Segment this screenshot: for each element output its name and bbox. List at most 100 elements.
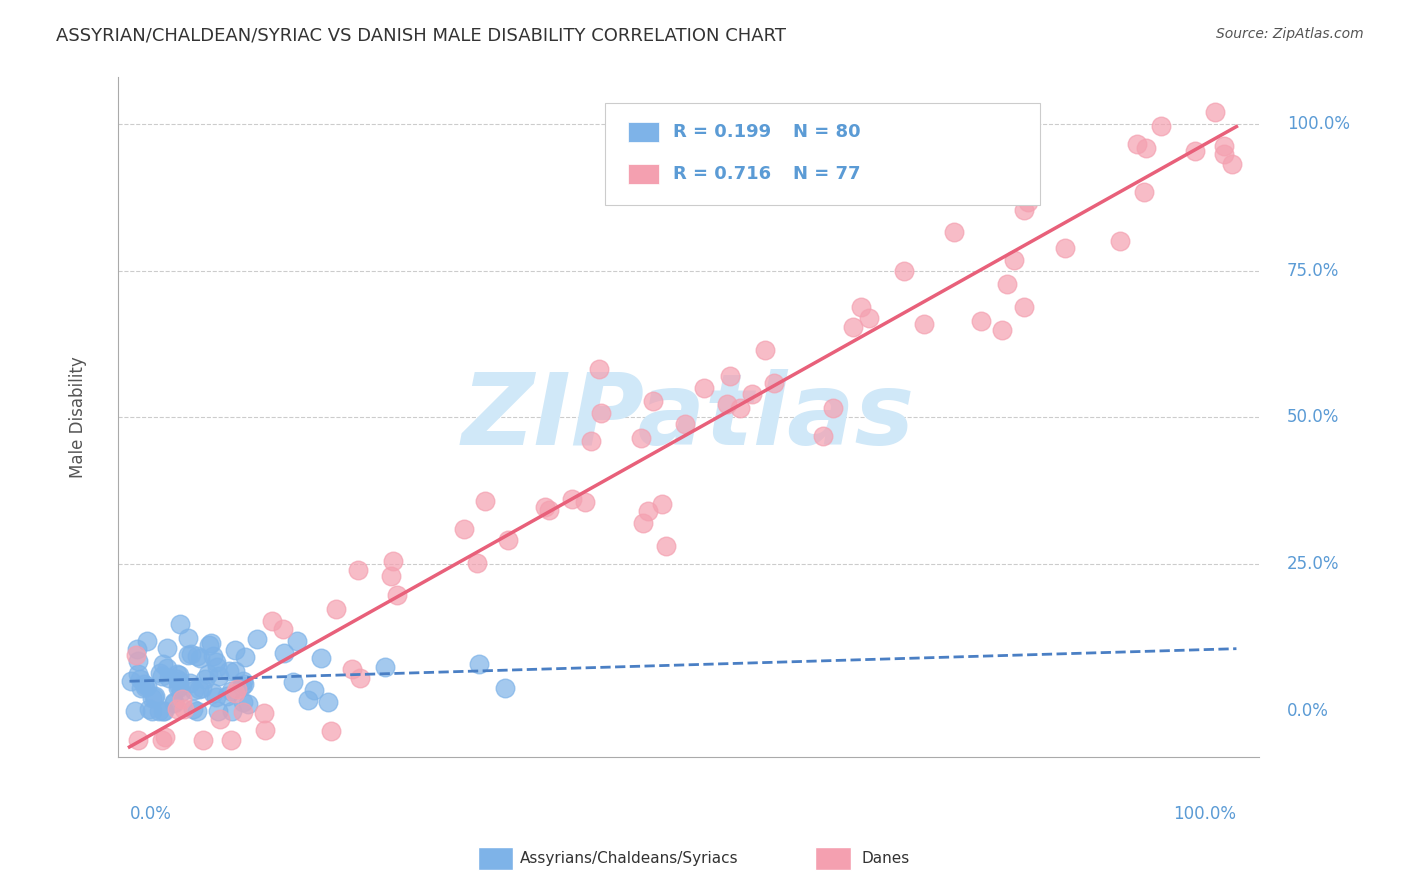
Point: [893, 264, 915, 278]
Point: [474, 493, 496, 508]
Point: [127, 641, 149, 656]
Point: [1150, 119, 1173, 133]
Point: [208, 712, 231, 726]
Point: [150, 669, 173, 683]
Point: [120, 674, 142, 689]
Point: [217, 690, 239, 704]
Point: [631, 516, 654, 530]
Point: [851, 300, 873, 314]
Point: [716, 397, 738, 411]
Point: [156, 661, 179, 675]
Point: [197, 666, 219, 681]
Point: [169, 685, 191, 699]
Point: [453, 522, 475, 536]
Point: [135, 679, 157, 693]
Text: Danes: Danes: [862, 852, 910, 866]
Point: [728, 401, 751, 416]
Point: [285, 634, 308, 648]
Point: [162, 695, 184, 709]
Point: [537, 503, 560, 517]
Point: [124, 704, 146, 718]
Text: N = 77: N = 77: [793, 165, 860, 183]
Point: [167, 674, 190, 689]
Point: [219, 684, 242, 698]
Point: [157, 671, 180, 685]
Point: [224, 643, 246, 657]
Point: [166, 667, 188, 681]
Point: [281, 675, 304, 690]
Point: [533, 500, 555, 514]
Point: [231, 679, 253, 693]
Text: ZIPatlas: ZIPatlas: [463, 369, 915, 466]
Point: [127, 667, 149, 681]
Point: [219, 732, 242, 747]
Point: [465, 556, 488, 570]
Point: [1220, 157, 1243, 171]
Text: 75.0%: 75.0%: [1286, 262, 1340, 280]
Point: [233, 650, 256, 665]
Point: [232, 674, 254, 689]
Text: R = 0.199: R = 0.199: [673, 123, 772, 141]
Point: [166, 702, 188, 716]
Point: [630, 431, 652, 445]
Point: [224, 686, 246, 700]
Point: [811, 428, 834, 442]
Point: [637, 504, 659, 518]
Point: [224, 664, 246, 678]
Text: 100.0%: 100.0%: [1286, 115, 1350, 133]
Point: [150, 732, 173, 747]
Point: [205, 660, 228, 674]
Point: [141, 690, 163, 705]
Point: [205, 655, 228, 669]
Point: [655, 540, 678, 554]
Point: [205, 690, 228, 705]
Point: [169, 617, 191, 632]
Point: [141, 704, 163, 718]
Text: 25.0%: 25.0%: [1286, 555, 1340, 573]
Point: [188, 681, 211, 696]
Point: [496, 533, 519, 548]
Point: [588, 361, 610, 376]
Text: N = 80: N = 80: [793, 123, 860, 141]
Point: [1135, 141, 1157, 155]
Point: [186, 704, 208, 718]
Point: [494, 681, 516, 695]
Point: [651, 497, 673, 511]
Point: [342, 662, 364, 676]
Point: [991, 323, 1014, 337]
Point: [349, 671, 371, 685]
Point: [143, 690, 166, 704]
Point: [134, 680, 156, 694]
Point: [309, 651, 332, 665]
Point: [273, 646, 295, 660]
Point: [124, 648, 146, 662]
Point: [207, 704, 229, 718]
Point: [170, 691, 193, 706]
Point: [232, 677, 254, 691]
Text: Male Disability: Male Disability: [69, 357, 87, 478]
Point: [297, 692, 319, 706]
Point: [179, 676, 201, 690]
Point: [995, 277, 1018, 292]
Point: [1184, 145, 1206, 159]
Text: 0.0%: 0.0%: [129, 805, 172, 823]
Point: [319, 724, 342, 739]
Point: [180, 648, 202, 662]
Point: [754, 343, 776, 357]
Point: [823, 401, 845, 415]
Point: [193, 732, 215, 747]
Text: R = 0.716: R = 0.716: [673, 165, 772, 183]
Point: [225, 681, 247, 696]
Point: [841, 319, 863, 334]
Point: [1133, 185, 1156, 199]
Point: [271, 622, 294, 636]
Point: [1054, 241, 1077, 255]
Point: [581, 434, 603, 449]
Point: [169, 679, 191, 693]
Point: [912, 317, 935, 331]
Point: [129, 672, 152, 686]
Point: [380, 569, 402, 583]
Point: [136, 633, 159, 648]
Point: [374, 660, 396, 674]
Point: [260, 614, 283, 628]
